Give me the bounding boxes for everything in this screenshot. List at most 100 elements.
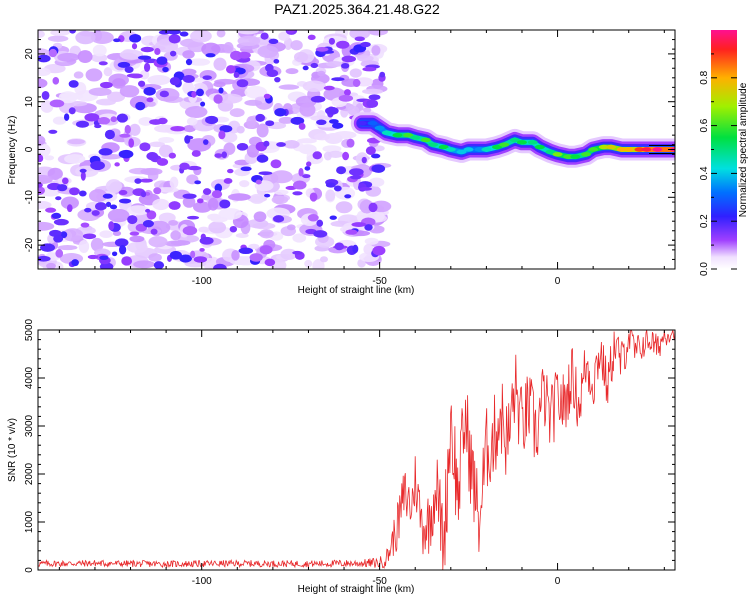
noise-blob bbox=[334, 242, 344, 251]
noise-blob bbox=[328, 37, 336, 45]
noise-blob bbox=[205, 115, 219, 125]
noise-blob bbox=[341, 55, 357, 63]
noise-blob bbox=[336, 166, 347, 175]
snr-ticks: -100 -50 0 0 1000 2000 3000 4000 5000 bbox=[24, 318, 675, 587]
noise-blob bbox=[119, 133, 131, 138]
ridge-peak bbox=[563, 154, 574, 159]
noise-blob bbox=[310, 62, 319, 69]
noise-blob bbox=[278, 116, 295, 124]
noise-blob bbox=[207, 197, 219, 211]
noise-blob bbox=[214, 153, 223, 158]
noise-blob bbox=[79, 168, 87, 173]
noise-blob bbox=[194, 180, 202, 185]
noise-blob bbox=[143, 62, 151, 72]
noise-blob bbox=[216, 30, 226, 38]
noise-blob bbox=[236, 30, 259, 35]
noise-blob bbox=[304, 166, 311, 171]
colorbar-tick-label: 0.0 bbox=[699, 262, 710, 276]
noise-blob bbox=[38, 135, 46, 146]
noise-blob bbox=[116, 113, 129, 123]
noise-blob bbox=[331, 77, 345, 82]
noise-blob bbox=[349, 30, 371, 40]
noise-blob bbox=[57, 244, 78, 251]
noise-blob bbox=[349, 68, 362, 78]
noise-blob bbox=[359, 187, 373, 191]
noise-blob bbox=[249, 193, 265, 204]
noise-blob bbox=[38, 67, 51, 77]
noise-blob bbox=[170, 125, 186, 132]
noise-blob bbox=[182, 84, 192, 93]
noise-blob bbox=[168, 34, 181, 44]
noise-blob bbox=[98, 61, 108, 66]
noise-blob bbox=[38, 175, 53, 184]
noise-blob bbox=[190, 250, 196, 259]
noise-blob bbox=[124, 124, 131, 134]
noise-blob bbox=[239, 180, 250, 188]
ridge-peak bbox=[552, 152, 563, 157]
noise-blob bbox=[221, 151, 228, 159]
noise-blob bbox=[145, 101, 156, 107]
noise-blob bbox=[322, 145, 342, 153]
noise-blob bbox=[329, 215, 337, 220]
noise-blob bbox=[202, 75, 212, 80]
noise-blob bbox=[230, 50, 243, 61]
noise-blob bbox=[286, 224, 296, 231]
spectrogram-noise bbox=[38, 30, 392, 269]
noise-blob bbox=[126, 205, 150, 216]
noise-blob bbox=[90, 31, 114, 45]
noise-blob bbox=[184, 105, 208, 118]
noise-blob bbox=[218, 93, 243, 104]
noise-blob bbox=[323, 85, 335, 91]
ridge-peak bbox=[605, 144, 616, 150]
noise-blob bbox=[270, 170, 293, 184]
noise-blob bbox=[298, 122, 306, 130]
noise-blob bbox=[349, 168, 364, 176]
noise-blob bbox=[349, 175, 362, 180]
noise-blob bbox=[255, 179, 262, 185]
noise-blob bbox=[372, 245, 386, 256]
noise-blob bbox=[293, 51, 309, 63]
noise-blob bbox=[302, 80, 327, 92]
noise-blob bbox=[338, 94, 354, 102]
noise-blob bbox=[126, 241, 148, 253]
noise-blob bbox=[148, 253, 162, 262]
spectrogram-xlabel: Height of straight line (km) bbox=[298, 285, 415, 296]
noise-blob bbox=[142, 219, 154, 228]
noise-blob bbox=[130, 73, 143, 79]
noise-blob bbox=[156, 158, 169, 166]
noise-blob bbox=[266, 69, 279, 77]
noise-blob bbox=[354, 36, 365, 42]
noise-blob bbox=[90, 237, 104, 252]
noise-blob bbox=[169, 50, 177, 57]
noise-blob bbox=[223, 41, 234, 54]
noise-blob bbox=[84, 207, 92, 213]
x-tick-label: 0 bbox=[555, 576, 561, 587]
noise-blob bbox=[60, 196, 79, 210]
noise-blob bbox=[98, 148, 113, 156]
noise-blob bbox=[128, 138, 135, 148]
noise-blob bbox=[44, 155, 55, 161]
snr-background bbox=[38, 330, 675, 570]
noise-blob bbox=[168, 152, 176, 159]
noise-blob bbox=[148, 236, 168, 248]
ridge-peak bbox=[456, 149, 467, 155]
noise-blob bbox=[53, 234, 64, 243]
noise-blob bbox=[218, 87, 224, 94]
noise-blob bbox=[73, 71, 84, 79]
colorbar: 0.0 0.2 0.4 0.6 0.8 Normalized spectral ampl… bbox=[699, 30, 749, 276]
noise-blob bbox=[179, 254, 192, 263]
noise-blob bbox=[304, 259, 313, 268]
noise-blob bbox=[225, 65, 236, 74]
noise-blob bbox=[57, 52, 80, 62]
noise-blob bbox=[342, 151, 350, 161]
noise-blob bbox=[223, 142, 236, 155]
noise-blob bbox=[307, 34, 316, 41]
ridge-peak bbox=[374, 125, 385, 131]
noise-blob bbox=[149, 141, 166, 148]
noise-blob bbox=[154, 47, 161, 56]
noise-blob bbox=[90, 53, 108, 63]
noise-blob bbox=[229, 108, 245, 118]
ridge-peak bbox=[438, 144, 449, 150]
colorbar-gradient bbox=[711, 30, 737, 269]
